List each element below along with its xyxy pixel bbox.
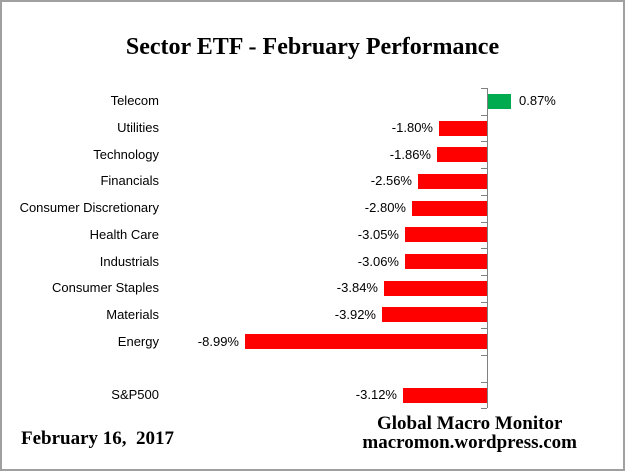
chart-title: Sector ETF - February Performance [125, 34, 500, 60]
category-label: Utilities [117, 120, 159, 135]
value-axis-line [487, 88, 488, 409]
category-label: Financials [100, 173, 159, 188]
category-label: Telecom [110, 93, 159, 108]
performance-bar [418, 174, 487, 189]
brand-block: Global Macro Monitor macromon.wordpress.… [362, 414, 577, 452]
performance-bar [382, 307, 487, 322]
performance-bar [412, 201, 487, 216]
axis-tick [481, 408, 487, 409]
performance-bar [439, 121, 487, 136]
axis-tick [481, 355, 487, 356]
brand-name: Global Macro Monitor [376, 413, 563, 434]
date-label: February 16, 2017 [21, 428, 175, 449]
value-label: -3.12% [355, 387, 397, 402]
performance-bar [405, 227, 487, 242]
category-label: Industrials [99, 254, 159, 269]
category-label: S&P500 [111, 387, 159, 402]
category-label: Consumer Discretionary [19, 200, 159, 215]
value-label: -2.56% [370, 173, 412, 188]
performance-bar [488, 94, 511, 109]
axis-tick [481, 168, 487, 169]
axis-tick [481, 382, 487, 383]
performance-bar [437, 147, 487, 162]
value-label: -3.06% [357, 254, 399, 269]
axis-tick [481, 222, 487, 223]
axis-tick [481, 141, 487, 142]
value-label: -3.84% [336, 280, 378, 295]
performance-bar [245, 334, 487, 349]
value-label: -1.80% [391, 120, 433, 135]
category-label: Health Care [89, 227, 159, 242]
axis-tick [481, 328, 487, 329]
axis-tick [481, 248, 487, 249]
axis-tick [481, 88, 487, 89]
value-label: -3.92% [334, 307, 376, 322]
category-label: Consumer Staples [52, 280, 159, 295]
category-label: Technology [93, 147, 159, 162]
performance-bar [384, 281, 487, 296]
value-label: -3.05% [357, 227, 399, 242]
value-label: -2.80% [364, 200, 406, 215]
value-label: -8.99% [197, 334, 239, 349]
axis-tick [481, 195, 487, 196]
value-label: -1.86% [389, 147, 431, 162]
performance-bar [403, 388, 487, 403]
value-label: 0.87% [519, 93, 556, 108]
category-label: Materials [106, 307, 159, 322]
performance-bar [405, 254, 487, 269]
category-label: Energy [117, 334, 159, 349]
axis-tick [481, 275, 487, 276]
brand-url: macromon.wordpress.com [362, 432, 577, 453]
axis-tick [481, 302, 487, 303]
axis-tick [481, 115, 487, 116]
